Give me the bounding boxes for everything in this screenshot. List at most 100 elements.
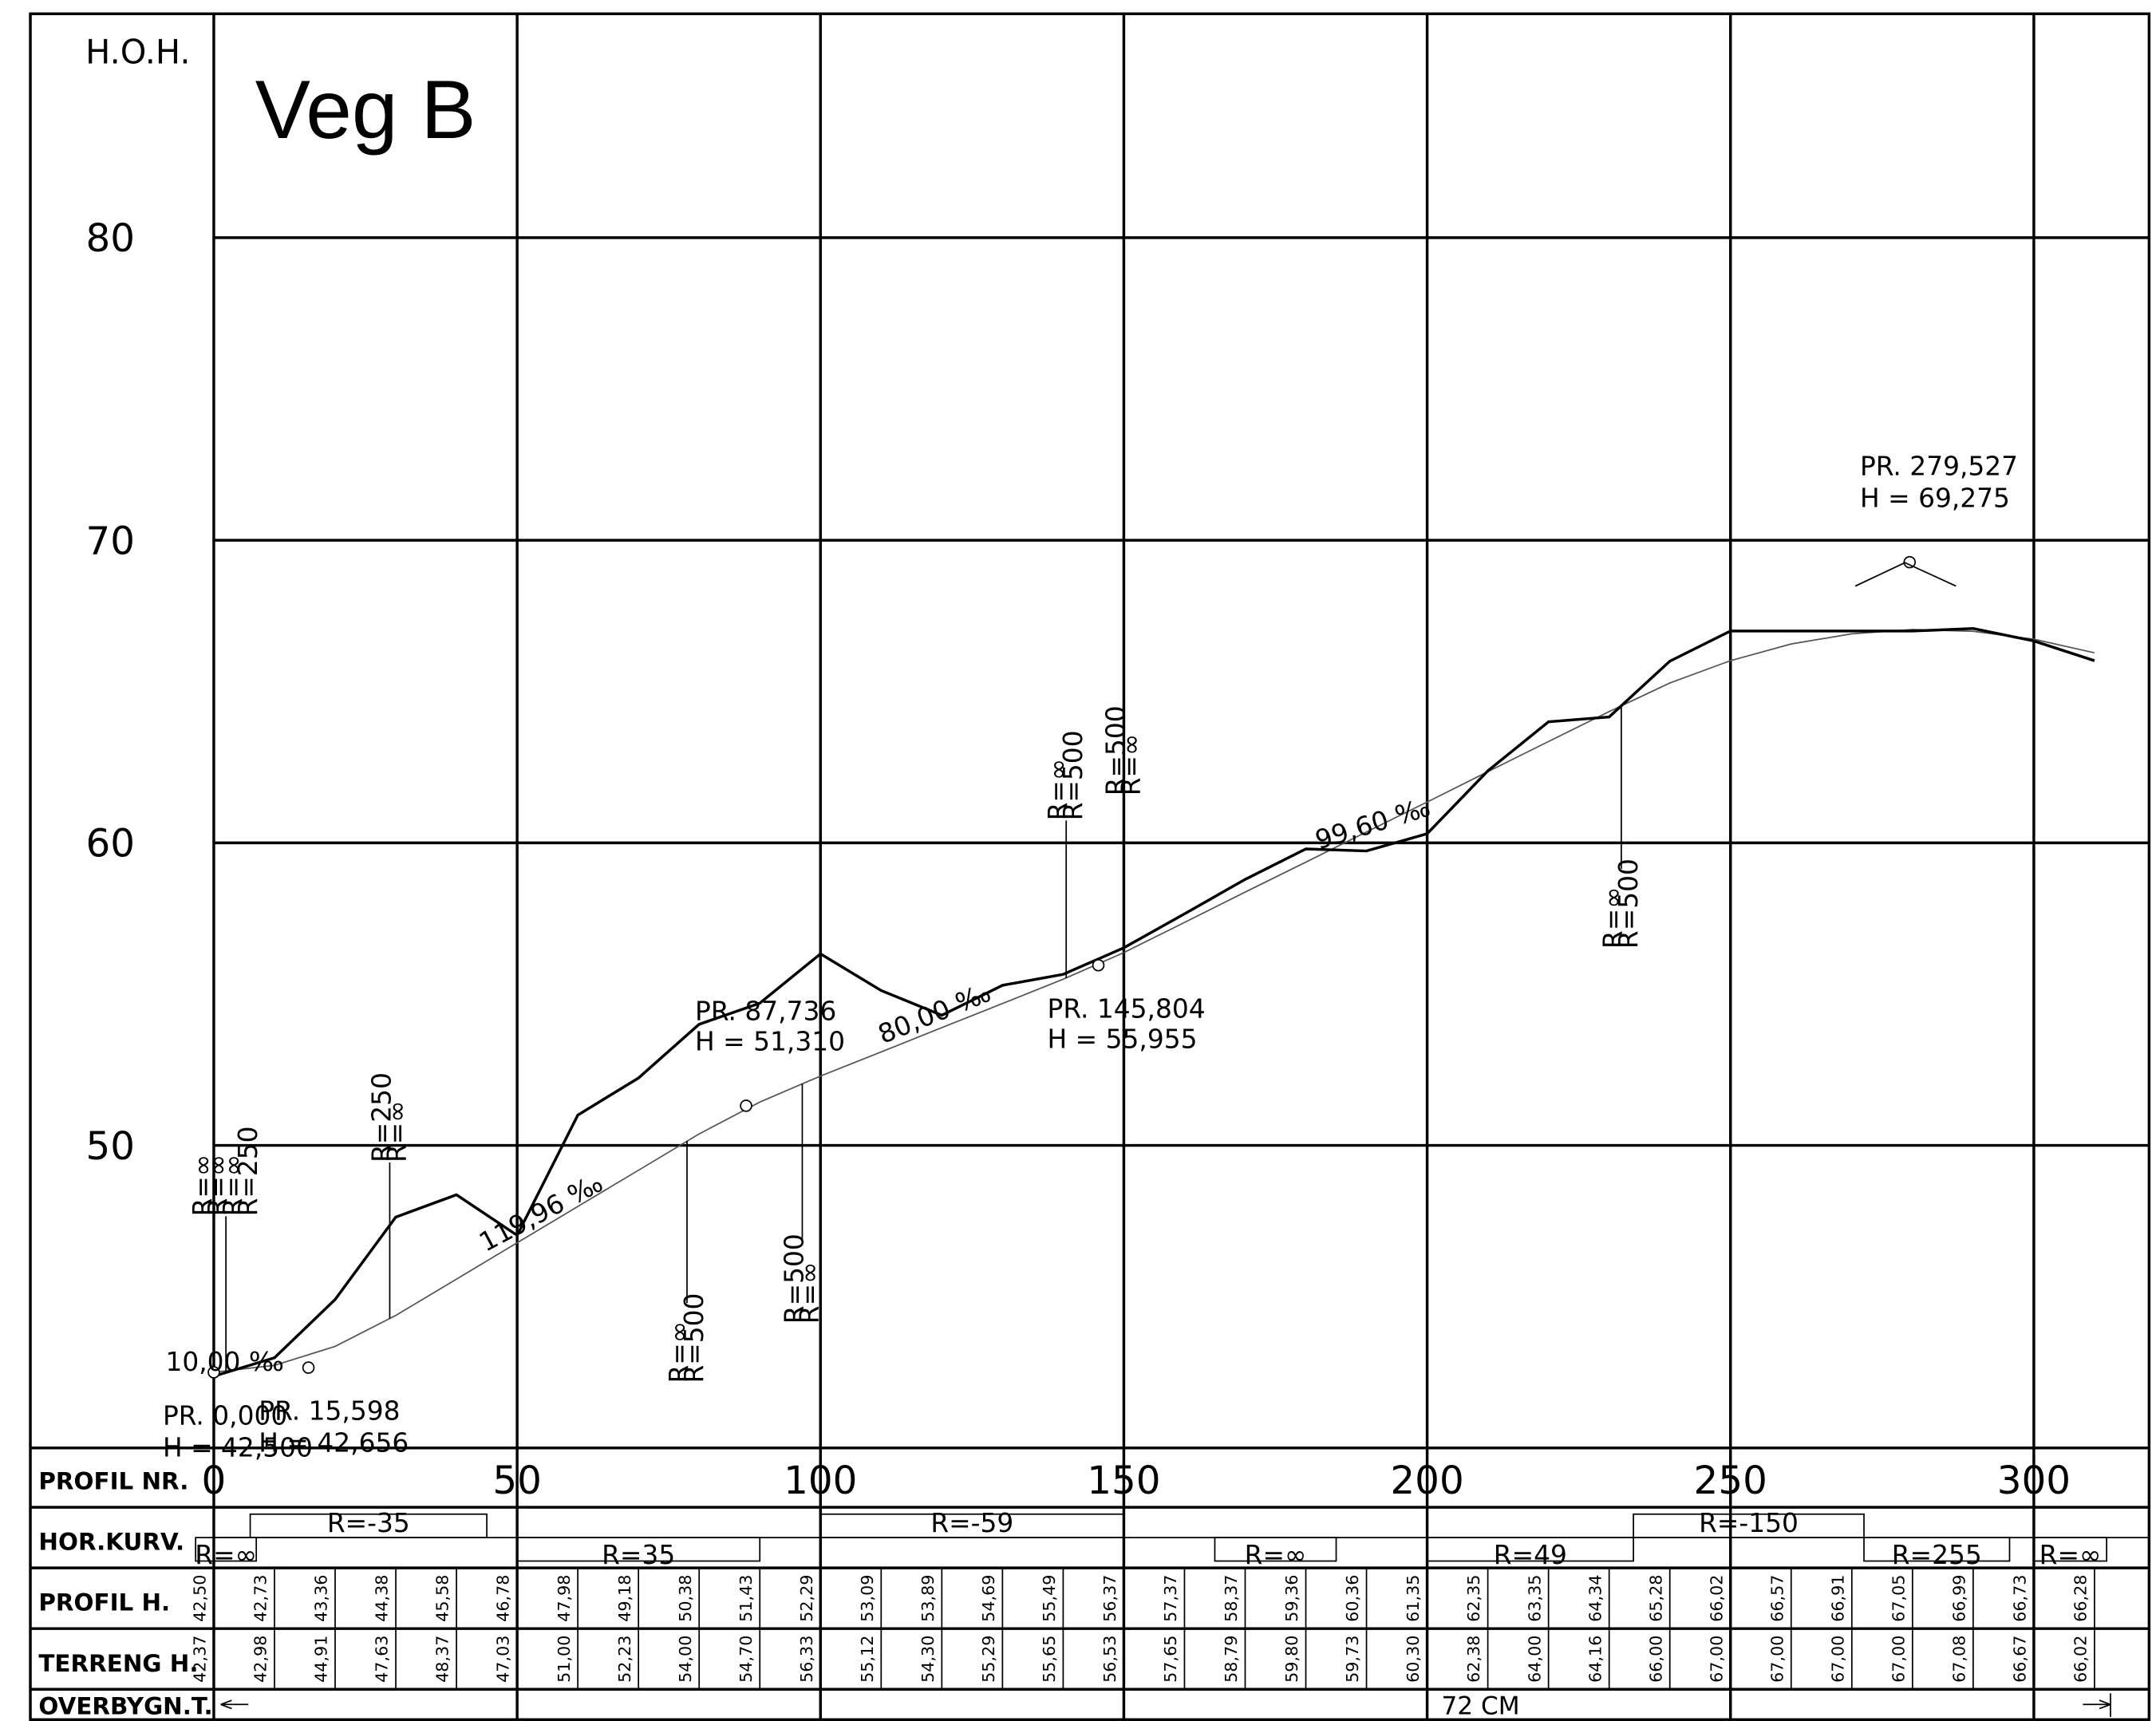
- table-value: 66,67: [2011, 1636, 2030, 1683]
- table-value: 47,63: [373, 1636, 392, 1683]
- y-tick-label: 60: [86, 822, 136, 866]
- table-value: 48,37: [433, 1636, 452, 1683]
- table-value: 50,38: [676, 1574, 695, 1621]
- table-value: 60,36: [1343, 1574, 1362, 1621]
- table-value: 67,00: [1767, 1636, 1787, 1683]
- table-value: 66,99: [1949, 1574, 1968, 1621]
- hor-kurv-segment: [819, 1513, 1125, 1538]
- vertex-point: [1903, 555, 1917, 569]
- table-value: 52,29: [797, 1574, 816, 1621]
- y-tick-label: 80: [86, 216, 136, 261]
- x-tick-label: 0: [202, 1459, 227, 1503]
- hor-kurv-label: R=255: [1892, 1540, 1982, 1570]
- table-value: 54,00: [676, 1636, 695, 1683]
- vertex-point: [302, 1361, 315, 1374]
- hor-kurv-segment: [1863, 1537, 2011, 1562]
- hor-kurv-label: R=∞: [1245, 1540, 1307, 1570]
- table-value: 42,73: [251, 1574, 270, 1621]
- point-label: PR. 0,000: [163, 1401, 287, 1431]
- table-value: 44,38: [373, 1574, 392, 1621]
- x-tick-label: 100: [784, 1459, 857, 1503]
- table-value: 61,35: [1404, 1574, 1423, 1621]
- crest-tangents: [1854, 562, 1957, 587]
- table-value: 62,38: [1464, 1636, 1483, 1683]
- hor-kurv-segment: [1426, 1537, 1634, 1562]
- table-value: 56,33: [797, 1636, 816, 1683]
- row-label: OVERBYGN.T.: [38, 1692, 212, 1719]
- hor-kurv-label: R=∞: [195, 1540, 257, 1570]
- table-value: 66,02: [1707, 1574, 1726, 1621]
- curve-label: R=∞: [794, 1262, 824, 1324]
- table-value: 59,73: [1343, 1636, 1362, 1683]
- point-label: PR. 87,736: [695, 997, 836, 1027]
- table-value: 66,73: [2011, 1574, 2030, 1621]
- x-tick-label: 300: [1997, 1459, 2071, 1503]
- point-label: PR. 279,527: [1860, 452, 2018, 482]
- table-value: 55,29: [979, 1636, 998, 1683]
- table-value: 47,03: [494, 1636, 513, 1683]
- row-label: HOR.KURV.: [38, 1529, 184, 1556]
- point-height: H = 42,656: [259, 1427, 409, 1458]
- table-value: 66,00: [1646, 1636, 1665, 1683]
- table-value: 44,91: [312, 1636, 331, 1683]
- table-value: 54,70: [736, 1636, 756, 1683]
- hor-kurv-segment: [249, 1513, 488, 1538]
- curve-label: R=∞: [664, 1321, 694, 1384]
- hor-kurv-label: R=-150: [1699, 1508, 1799, 1538]
- hor-kurv-segment: [195, 1537, 258, 1562]
- chart-title: Veg B: [255, 63, 476, 156]
- hor-kurv-label: R=49: [1494, 1540, 1567, 1570]
- point-height: H = 55,955: [1048, 1024, 1198, 1054]
- table-value: 56,37: [1100, 1574, 1119, 1621]
- curve-label: R=∞: [1598, 886, 1629, 949]
- point-label: PR. 15,598: [259, 1396, 400, 1427]
- table-value: 53,89: [918, 1574, 938, 1621]
- overbygn-arrows: [220, 1693, 2111, 1717]
- curve-label: R=500: [779, 1234, 809, 1324]
- table-value: 55,49: [1040, 1574, 1059, 1621]
- y-axis-label: H.O.H.: [85, 33, 190, 72]
- table-value: 59,36: [1282, 1574, 1301, 1621]
- hor-kurv-label: R=-59: [930, 1508, 1013, 1538]
- table-value: 63,35: [1525, 1574, 1544, 1621]
- table-value: 66,28: [2071, 1574, 2091, 1621]
- profile-line: [213, 629, 2095, 1373]
- table-value: 64,34: [1585, 1574, 1605, 1621]
- table-value: 56,53: [1100, 1636, 1119, 1683]
- curve-label: R=∞: [203, 1155, 233, 1217]
- curve-label: R=250: [233, 1126, 263, 1216]
- table-value: 49,18: [615, 1574, 634, 1621]
- grade-label: 10,00 ‰: [165, 1347, 283, 1377]
- table-value: 67,00: [1707, 1636, 1726, 1683]
- table-value: 42,37: [191, 1636, 210, 1683]
- row-label: PROFIL NR.: [38, 1468, 188, 1495]
- table-value: 66,91: [1828, 1574, 1847, 1621]
- table-value: 67,00: [1889, 1636, 1908, 1683]
- table-value: 65,28: [1646, 1574, 1665, 1621]
- hor-kurv-segment: [1214, 1537, 1337, 1562]
- table-value: 42,98: [251, 1636, 270, 1683]
- curve-label: R=∞: [1043, 759, 1073, 821]
- curve-label: R=500: [679, 1293, 709, 1384]
- table-value: 58,79: [1222, 1636, 1241, 1683]
- curve-label: R=∞: [218, 1155, 248, 1217]
- hor-kurv-label: R=-35: [327, 1508, 410, 1538]
- table-value: 52,23: [615, 1636, 634, 1683]
- x-tick-label: 200: [1390, 1459, 1463, 1503]
- table-value: 51,00: [555, 1636, 574, 1683]
- point-label: PR. 145,804: [1048, 993, 1206, 1024]
- table-value: 42,50: [191, 1574, 210, 1621]
- table-value: 67,08: [1949, 1636, 1968, 1683]
- curve-label: R=∞: [1116, 734, 1146, 796]
- y-tick-label: 50: [86, 1124, 136, 1169]
- vertex-point: [207, 1366, 220, 1379]
- table-value: 64,16: [1585, 1636, 1605, 1683]
- table-value: 54,69: [979, 1574, 998, 1621]
- table-value: 46,78: [494, 1574, 513, 1621]
- curve-label: R=∞: [381, 1100, 412, 1162]
- table-value: 51,43: [736, 1574, 756, 1621]
- hor-kurv-segment: [2033, 1537, 2107, 1562]
